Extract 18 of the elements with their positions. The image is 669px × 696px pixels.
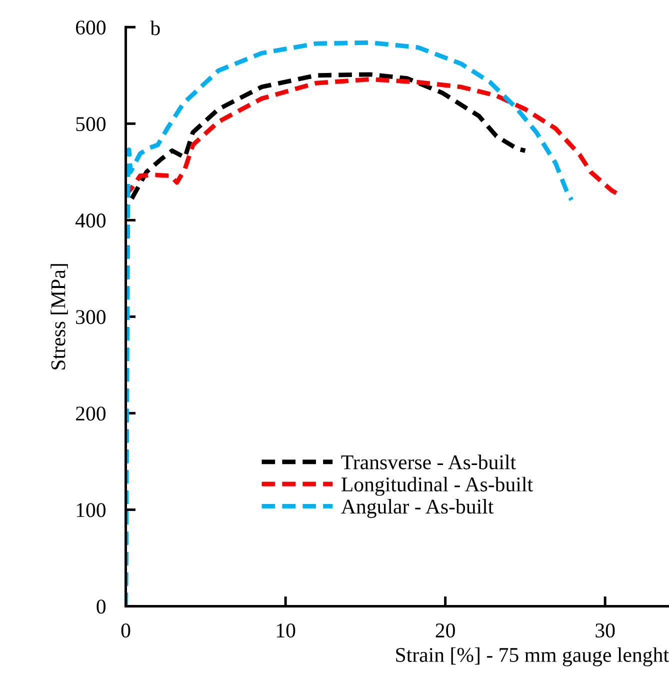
x-tick-label: 10 [276, 623, 296, 638]
y-tick-label: 200 [76, 406, 106, 421]
line-series [126, 40, 574, 606]
legend-label: Angular - As-built [341, 499, 494, 518]
y-tick-label: 600 [76, 20, 106, 35]
x-tick-label: 0 [121, 623, 130, 638]
y-tick-label: 300 [76, 310, 106, 324]
legend-label: Longitudinal - As-built [342, 476, 533, 496]
y-tick-label: 500 [76, 117, 106, 132]
x-tick-label: 20 [436, 623, 455, 638]
legend-label: Transverse - As-built [341, 454, 516, 470]
y-tick-label: 400 [75, 214, 106, 228]
annotation: b [150, 20, 160, 36]
y-tick-label: 100 [76, 503, 106, 518]
y-tick-label: 0 [96, 600, 106, 614]
x-tick-label: 30 [596, 623, 615, 638]
y-axis-title: Stress [MPa] [50, 264, 68, 370]
x-axis-title: Strain [%] - 75 mm gauge lenght [396, 647, 669, 666]
